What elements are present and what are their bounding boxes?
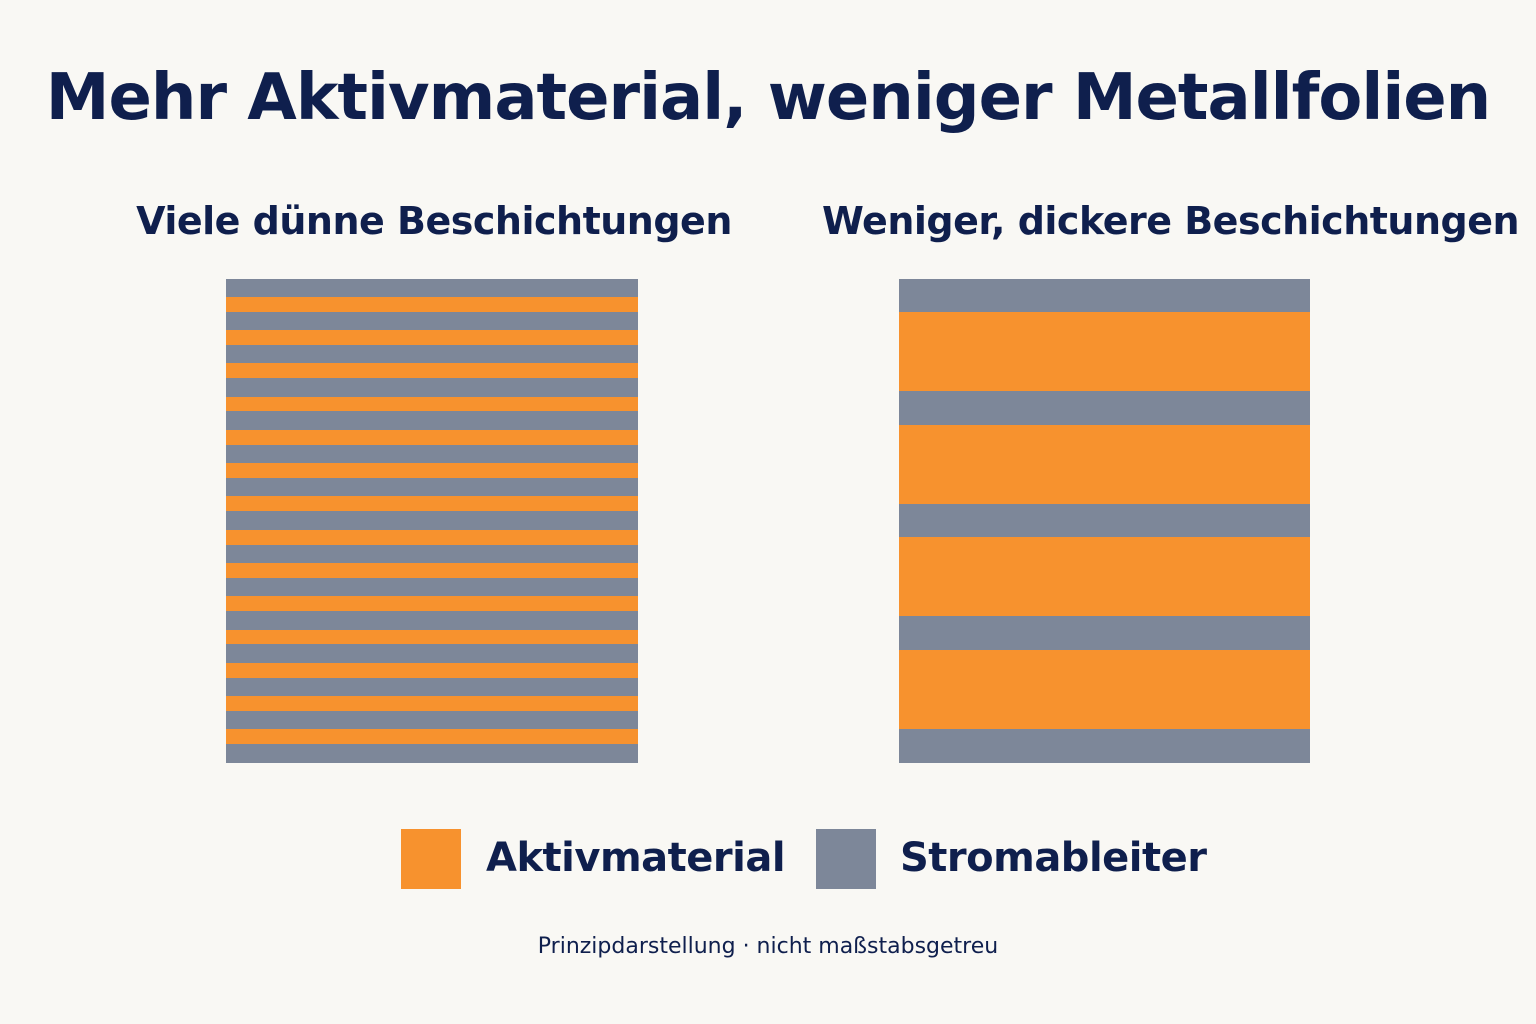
active-material-layer <box>226 463 638 479</box>
current-collector-layer <box>226 577 638 597</box>
active-material-layer <box>226 596 638 612</box>
legend-swatch-active-material <box>401 829 461 889</box>
current-collector-layer <box>226 544 638 564</box>
active-material-layer <box>899 312 1310 393</box>
layer-stack-thin-coatings <box>226 279 638 763</box>
footnote: Prinzipdarstellung · nicht maßstabsgetre… <box>537 934 999 959</box>
current-collector-layer <box>899 728 1310 763</box>
active-material-layer <box>226 496 638 512</box>
active-material-layer <box>226 696 638 712</box>
active-material-layer <box>899 649 1310 730</box>
active-material-layer <box>226 396 638 412</box>
active-material-layer <box>226 363 638 379</box>
panel-heading-thin-coatings: Viele dünne Beschichtungen <box>136 199 732 243</box>
active-material-layer <box>226 729 638 745</box>
legend-swatch-current-collector <box>816 829 876 889</box>
current-collector-layer <box>226 344 638 364</box>
current-collector-layer <box>226 644 638 664</box>
active-material-layer <box>226 529 638 546</box>
current-collector-layer <box>899 279 1310 313</box>
current-collector-layer <box>226 611 638 631</box>
current-collector-layer <box>226 311 638 331</box>
current-collector-layer <box>226 411 638 431</box>
current-collector-layer <box>226 744 638 763</box>
current-collector-layer <box>226 477 638 498</box>
active-material-layer <box>226 296 638 313</box>
legend-label-active-material: Aktivmaterial <box>486 835 786 881</box>
active-material-layer <box>226 429 638 446</box>
active-material-layer <box>226 662 638 679</box>
current-collector-layer <box>226 444 638 464</box>
current-collector-layer <box>226 511 638 531</box>
current-collector-layer <box>226 710 638 731</box>
active-material-layer <box>226 563 638 579</box>
current-collector-layer <box>226 279 638 298</box>
legend-label-current-collector: Stromableiter <box>900 835 1207 881</box>
current-collector-layer <box>899 391 1310 426</box>
active-material-layer <box>899 424 1310 505</box>
current-collector-layer <box>226 378 638 398</box>
active-material-layer <box>226 330 638 346</box>
current-collector-layer <box>226 677 638 697</box>
active-material-layer <box>226 629 638 645</box>
current-collector-layer <box>899 503 1310 538</box>
panel-heading-thick-coatings: Weniger, dickere Beschichtungen <box>822 199 1520 243</box>
current-collector-layer <box>899 616 1310 651</box>
active-material-layer <box>899 537 1310 618</box>
page-title: Mehr Aktivmaterial, weniger Metallfolien <box>45 61 1491 135</box>
layer-stack-thick-coatings <box>899 279 1310 763</box>
